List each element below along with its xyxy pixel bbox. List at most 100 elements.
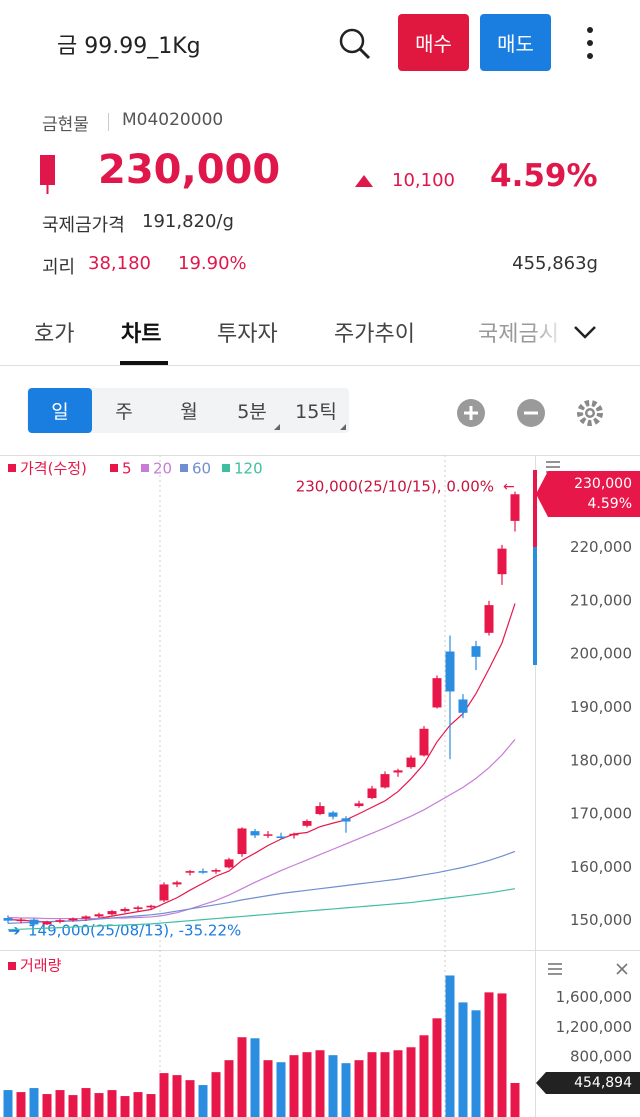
volume-bar <box>380 1052 390 1117</box>
separator <box>108 113 109 131</box>
candle-body <box>328 812 338 817</box>
volume-bar <box>406 1047 416 1117</box>
period[interactable]: 5분 <box>237 401 267 423</box>
volume-bar <box>159 1073 169 1117</box>
y-tick-label: 1,200,000 <box>556 1018 632 1036</box>
period[interactable]: 15틱 <box>295 401 337 423</box>
candle-body <box>107 911 117 915</box>
volume-bar <box>29 1088 39 1117</box>
range-bar-up <box>533 470 537 547</box>
chevron[interactable] <box>572 322 598 342</box>
ma-line <box>7 850 516 924</box>
sell-button[interactable]: 매도 <box>480 14 551 71</box>
price-tag-pct: 4.59% <box>588 496 632 512</box>
corner-marks <box>274 424 346 430</box>
close-icon[interactable] <box>616 963 628 975</box>
tab-active[interactable]: 차트 <box>121 322 162 347</box>
tab[interactable]: 주가추이 <box>334 322 415 347</box>
volume-bar <box>484 992 494 1117</box>
tab[interactable]: 호가 <box>34 322 75 347</box>
candle-body <box>42 921 52 925</box>
volume-bar <box>42 1094 52 1117</box>
period-active[interactable]: 일 <box>28 388 92 433</box>
buy-button[interactable]: 매수 <box>398 14 469 71</box>
volume-bar <box>419 1035 429 1117</box>
volume-bar <box>16 1092 26 1117</box>
candle-body <box>471 646 481 657</box>
volume-bar <box>237 1037 247 1117</box>
candle-body <box>185 871 195 873</box>
volume-bar <box>445 975 455 1117</box>
y-tick-label: 800,000 <box>570 1048 632 1066</box>
code: M04020000 <box>122 110 224 130</box>
volume-bar <box>185 1080 195 1117</box>
volume-bar <box>250 1038 260 1117</box>
divider <box>0 365 640 366</box>
intl-price: 191,820/g <box>142 211 234 232</box>
period[interactable]: 월 <box>180 401 198 423</box>
search-icon[interactable] <box>336 26 374 62</box>
volume-bar <box>289 1055 299 1117</box>
y-tick-label: 210,000 <box>570 591 632 609</box>
candle-body <box>237 828 247 855</box>
chart-tools[interactable] <box>455 396 605 430</box>
period[interactable]: 주 <box>115 401 133 423</box>
tab[interactable]: 투자자 <box>217 322 278 347</box>
volume-bar <box>328 1055 338 1117</box>
menu-icon[interactable] <box>548 963 562 975</box>
volume-bar <box>458 1002 468 1117</box>
candle-body <box>3 918 13 921</box>
y-tick-label: 160,000 <box>570 858 632 876</box>
price-tag-label: 230,000 <box>574 476 632 492</box>
price-tag <box>536 471 640 517</box>
volume-bar <box>55 1090 65 1117</box>
candle-body <box>224 859 234 868</box>
candle-body <box>198 871 208 873</box>
candle-body <box>120 908 130 912</box>
candle-body <box>458 699 468 713</box>
volume-bar <box>367 1052 377 1117</box>
y-tick-label: 1,600,000 <box>556 988 632 1006</box>
chart: 230,000 4.59% ← 230,000(25/10/15), 0.00%… <box>0 455 640 1117</box>
ma-line <box>7 603 516 923</box>
ma-line <box>7 888 516 931</box>
y-tick-label: 190,000 <box>570 698 632 716</box>
title: 금 99.99_1Kg <box>57 34 201 59</box>
price: 230,000 <box>98 147 281 193</box>
candle-body <box>55 920 65 922</box>
more-icon[interactable] <box>580 24 600 64</box>
volume-bar <box>315 1050 325 1117</box>
volume-bar <box>497 993 507 1117</box>
legend-label: 120 <box>234 460 263 478</box>
volume-bar <box>120 1096 130 1117</box>
legend-swatch <box>180 464 188 472</box>
volume-bar <box>302 1052 312 1117</box>
change-pct: 4.59% <box>490 158 598 194</box>
candle-body <box>367 788 377 799</box>
market: 금현물 <box>42 115 89 135</box>
low-annotation: 149,000(25/08/13), -35.22% <box>28 922 241 940</box>
volume-bar <box>510 1082 520 1117</box>
y-tick-label: 220,000 <box>570 538 632 556</box>
menu-icon[interactable] <box>546 461 560 473</box>
legend-label: 5 <box>122 460 132 478</box>
volume-bar <box>107 1090 117 1117</box>
y-tick-label: 200,000 <box>570 645 632 663</box>
candle-body <box>510 494 520 521</box>
legend-label: 거래량 <box>20 957 62 975</box>
tab[interactable]: 국제금시 <box>478 322 559 347</box>
legend-label: 20 <box>153 460 172 478</box>
y-tick-label: 180,000 <box>570 751 632 769</box>
arrow: ➔ <box>8 922 21 940</box>
y-tick-label: 150,000 <box>570 911 632 929</box>
candle-body <box>211 870 221 872</box>
volume-bar <box>133 1092 143 1117</box>
candle-body <box>393 770 403 773</box>
candle-body <box>445 651 455 692</box>
candle-body <box>432 678 442 708</box>
volume-bar <box>263 1060 273 1117</box>
high-annotation: 230,000(25/10/15), 0.00% <box>296 478 494 496</box>
candle-body <box>380 774 390 788</box>
up-triangle <box>355 175 373 187</box>
